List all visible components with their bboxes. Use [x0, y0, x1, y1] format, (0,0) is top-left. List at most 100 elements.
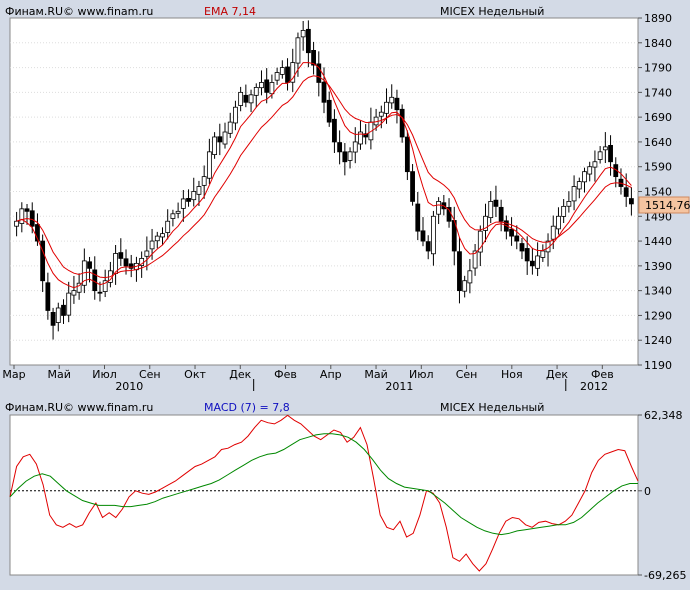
- candle: [217, 123, 223, 156]
- price-x-month-label: Июл: [409, 368, 434, 381]
- candle: [342, 143, 348, 176]
- candle: [66, 281, 72, 323]
- candle: [431, 210, 436, 266]
- macd-y-ticks: 62,348 0 -69,265: [638, 409, 686, 582]
- candle: [337, 130, 343, 165]
- candle: [50, 307, 56, 340]
- candle: [274, 67, 280, 85]
- price-x-year-label: 2011: [385, 380, 413, 393]
- candle: [332, 109, 337, 154]
- ema-fast-line: [16, 62, 632, 289]
- candle: [462, 275, 468, 298]
- candle: [14, 211, 20, 237]
- candle: [566, 191, 572, 213]
- candle: [602, 132, 608, 164]
- candle: [436, 197, 442, 225]
- candle: [305, 20, 311, 68]
- price-y-tick-label: 1740: [644, 86, 672, 99]
- macd-instrument-label: MICEX Недельный: [440, 401, 544, 414]
- candle: [243, 84, 249, 108]
- price-y-tick-label: 1240: [644, 334, 672, 347]
- candle: [279, 60, 285, 79]
- candle: [493, 185, 499, 217]
- candle: [285, 58, 290, 91]
- candle: [477, 225, 483, 267]
- candle: [530, 247, 535, 275]
- macd-plot-area: [9, 414, 639, 576]
- price-y-tick-label: 1690: [644, 111, 672, 124]
- candle: [352, 127, 358, 164]
- candle: [425, 235, 431, 260]
- macd-line: [9, 414, 639, 572]
- candle: [498, 199, 504, 232]
- price-indicator-label: EMA 7,14: [204, 5, 256, 18]
- price-y-tick-label: 1840: [644, 37, 672, 50]
- candle: [316, 51, 322, 97]
- price-y-tick-label: 1440: [644, 235, 672, 248]
- price-x-month-label: Апр: [320, 368, 342, 381]
- price-y-tick-label: 1890: [644, 12, 672, 25]
- candle: [404, 130, 410, 181]
- candle: [535, 242, 541, 277]
- price-y-tick-label: 1390: [644, 260, 672, 273]
- price-x-month-label: Июл: [92, 368, 117, 381]
- candle: [259, 70, 264, 96]
- price-y-tick-label: 1290: [644, 309, 672, 322]
- candle: [389, 84, 395, 109]
- price-x-month-label: Окт: [184, 368, 206, 381]
- candle: [35, 213, 40, 246]
- price-x-year-label: 2012: [580, 380, 608, 393]
- candle: [587, 161, 593, 182]
- candle: [358, 120, 363, 150]
- macd-header-source: Финам.RU© www.finam.ru: [5, 401, 153, 414]
- price-y-tick-label: 1790: [644, 62, 672, 75]
- price-x-month-label: Мар: [2, 368, 25, 381]
- candle: [561, 199, 567, 224]
- candle: [24, 203, 30, 225]
- candle: [206, 138, 212, 185]
- candle: [180, 189, 186, 222]
- macd-y-tick-label: 62,348: [644, 409, 683, 422]
- candle: [19, 202, 25, 233]
- candle: [457, 237, 462, 304]
- candle: [233, 100, 238, 131]
- price-x-month-label: Дек: [546, 368, 568, 381]
- candle: [488, 191, 494, 224]
- candle: [160, 227, 165, 246]
- candle: [165, 209, 171, 240]
- price-y-tick-label: 1490: [644, 210, 672, 223]
- candle: [394, 89, 400, 124]
- candle: [290, 48, 296, 92]
- last-price-badge: 1514,76: [638, 196, 690, 214]
- price-ema-lines: [16, 62, 632, 289]
- candle: [186, 189, 191, 207]
- price-y-tick-label: 1190: [644, 359, 672, 372]
- price-x-year-label: 2010: [115, 380, 143, 393]
- price-instrument-label: MICEX Недельный: [440, 5, 544, 18]
- ema-slow-line: [16, 75, 632, 279]
- candle: [76, 273, 82, 300]
- candle: [415, 191, 421, 241]
- candle: [326, 91, 332, 127]
- price-x-month-label: Фев: [274, 368, 297, 381]
- candle: [253, 83, 259, 108]
- candle: [196, 180, 202, 207]
- candle: [45, 272, 51, 320]
- candle: [472, 244, 478, 276]
- price-x-month-label: Май: [364, 368, 387, 381]
- candle: [378, 105, 384, 129]
- price-x-month-label: Дек: [229, 368, 251, 381]
- candle: [608, 135, 613, 176]
- candle: [118, 238, 124, 266]
- price-y-tick-label: 1640: [644, 136, 672, 149]
- candle: [410, 164, 415, 206]
- price-y-tick-label: 1340: [644, 285, 672, 298]
- price-x-month-label: Фев: [591, 368, 614, 381]
- price-x-month-label: Ноя: [501, 368, 523, 381]
- candle: [248, 89, 254, 113]
- candle: [514, 225, 520, 250]
- candle: [128, 254, 134, 278]
- candle: [212, 132, 217, 159]
- candle: [509, 217, 514, 246]
